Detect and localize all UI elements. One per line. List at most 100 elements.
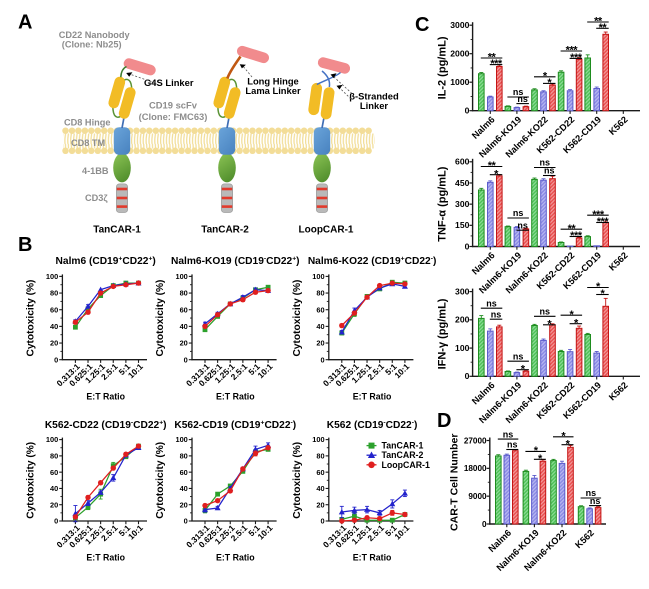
svg-text:100: 100 [312, 272, 324, 281]
svg-text:0: 0 [482, 520, 487, 529]
svg-text:100: 100 [175, 272, 187, 281]
svg-text:0: 0 [184, 355, 188, 364]
svg-text:9000: 9000 [468, 492, 487, 501]
svg-text:Cytotoxicity (%): Cytotoxicity (%) [155, 442, 166, 519]
svg-text:CD22 Nanobody: CD22 Nanobody [59, 30, 131, 40]
svg-text:(Clone: Nb25): (Clone: Nb25) [62, 40, 122, 50]
svg-text:K562: K562 [607, 380, 630, 402]
svg-text:G4S Linker: G4S Linker [144, 77, 194, 88]
svg-text:TanCAR-2: TanCAR-2 [201, 224, 249, 235]
svg-text:E:T Ratio: E:T Ratio [353, 553, 392, 563]
svg-text:B: B [18, 234, 32, 256]
svg-text:Cytotoxicity (%): Cytotoxicity (%) [25, 442, 36, 519]
svg-text:***: *** [570, 52, 583, 64]
svg-text:20: 20 [316, 500, 324, 509]
svg-text:10:1: 10:1 [255, 523, 274, 542]
svg-text:CD8 TM: CD8 TM [71, 138, 106, 148]
svg-text:D: D [437, 410, 451, 432]
svg-text:450: 450 [455, 178, 470, 188]
svg-text:ns: ns [513, 208, 524, 218]
svg-text:Nalm6 (CD19+​CD22+​): Nalm6 (CD19+​CD22+​) [56, 256, 156, 267]
svg-text:40: 40 [180, 484, 188, 493]
svg-text:TNF-α (pg/mL): TNF-α (pg/mL) [437, 166, 449, 242]
svg-text:0: 0 [184, 517, 188, 526]
svg-text:40: 40 [180, 322, 188, 331]
svg-text:40: 40 [316, 322, 324, 331]
svg-text:40: 40 [50, 484, 58, 493]
svg-text:60: 60 [50, 305, 58, 314]
svg-text:10:1: 10:1 [126, 523, 145, 542]
svg-text:Cytotoxicity (%): Cytotoxicity (%) [292, 280, 303, 357]
svg-text:E:T Ratio: E:T Ratio [86, 553, 125, 563]
svg-text:C: C [415, 14, 429, 36]
svg-text:20: 20 [180, 339, 188, 348]
svg-text:80: 80 [180, 289, 188, 298]
svg-text:80: 80 [316, 289, 324, 298]
svg-text:ns: ns [507, 440, 518, 450]
svg-text:10:1: 10:1 [392, 523, 411, 542]
svg-text:200: 200 [455, 315, 470, 325]
svg-text:100: 100 [46, 272, 58, 281]
svg-text:600: 600 [455, 157, 470, 167]
svg-text:E:T Ratio: E:T Ratio [86, 392, 125, 402]
svg-text:ns: ns [486, 298, 497, 308]
svg-text:CD19 scFv: CD19 scFv [149, 99, 198, 110]
svg-text:40: 40 [316, 484, 324, 493]
svg-text:TanCAR-1: TanCAR-1 [93, 224, 141, 235]
svg-text:Nalm6: Nalm6 [486, 528, 513, 554]
svg-text:60: 60 [50, 468, 58, 477]
svg-text:300: 300 [455, 287, 470, 297]
svg-text:1000: 1000 [450, 77, 469, 87]
svg-text:100: 100 [455, 343, 470, 353]
svg-text:0: 0 [465, 106, 470, 116]
svg-text:Cytotoxicity (%): Cytotoxicity (%) [155, 280, 166, 357]
svg-text:100: 100 [46, 435, 58, 444]
svg-text:0: 0 [465, 241, 470, 251]
svg-text:**: ** [599, 22, 608, 34]
svg-text:60: 60 [180, 305, 188, 314]
svg-text:20: 20 [50, 500, 58, 509]
svg-text:ns: ns [513, 351, 524, 361]
svg-text:(Clone: FMC63): (Clone: FMC63) [139, 111, 208, 122]
svg-text:100: 100 [175, 435, 187, 444]
svg-text:ns: ns [544, 166, 555, 176]
svg-text:CAR-T Cell Number: CAR-T Cell Number [448, 434, 460, 531]
svg-text:100: 100 [312, 435, 324, 444]
svg-text:10:1: 10:1 [126, 361, 145, 380]
svg-text:27000: 27000 [464, 436, 487, 445]
svg-text:ns: ns [517, 94, 528, 104]
svg-text:10:1: 10:1 [255, 361, 274, 380]
svg-text:LoopCAR-1: LoopCAR-1 [382, 460, 430, 470]
svg-text:80: 80 [50, 451, 58, 460]
svg-text:K562-CD22 (CD19-​CD22+​): K562-CD22 (CD19-​CD22+​) [45, 420, 167, 431]
svg-text:E:T Ratio: E:T Ratio [216, 553, 255, 563]
svg-text:0: 0 [320, 517, 324, 526]
svg-text:***: *** [570, 230, 583, 242]
svg-text:60: 60 [180, 468, 188, 477]
svg-text:60: 60 [316, 468, 324, 477]
svg-text:Lama Linker: Lama Linker [245, 85, 301, 96]
svg-text:***: *** [597, 216, 610, 228]
svg-text:A: A [18, 12, 32, 34]
svg-text:Cytotoxicity (%): Cytotoxicity (%) [25, 280, 36, 357]
svg-text:18000: 18000 [464, 464, 487, 473]
svg-text:80: 80 [50, 289, 58, 298]
svg-text:20: 20 [316, 339, 324, 348]
svg-text:E:T Ratio: E:T Ratio [216, 392, 255, 402]
svg-text:Nalm6-KO22 (CD19+​CD22-​): Nalm6-KO22 (CD19+​CD22-​) [308, 256, 437, 267]
svg-text:80: 80 [180, 451, 188, 460]
svg-text:0: 0 [320, 355, 324, 364]
svg-text:2000: 2000 [450, 49, 469, 59]
svg-text:0: 0 [54, 517, 58, 526]
svg-text:E:T Ratio: E:T Ratio [353, 392, 392, 402]
svg-text:Nalm6-KO19 (CD19-​CD22+​): Nalm6-KO19 (CD19-​CD22+​) [171, 256, 300, 267]
svg-text:60: 60 [316, 305, 324, 314]
svg-text:K562: K562 [607, 114, 630, 136]
svg-text:TanCAR-2: TanCAR-2 [382, 450, 424, 460]
svg-text:10:1: 10:1 [392, 361, 411, 380]
svg-text:20: 20 [180, 500, 188, 509]
svg-text:CD8 Hinge: CD8 Hinge [64, 118, 110, 128]
svg-text:ns: ns [503, 429, 514, 439]
svg-text:K562-CD19 (CD19+​CD22-​): K562-CD19 (CD19+​CD22-​) [174, 420, 296, 431]
svg-text:TanCAR-1: TanCAR-1 [382, 441, 424, 451]
